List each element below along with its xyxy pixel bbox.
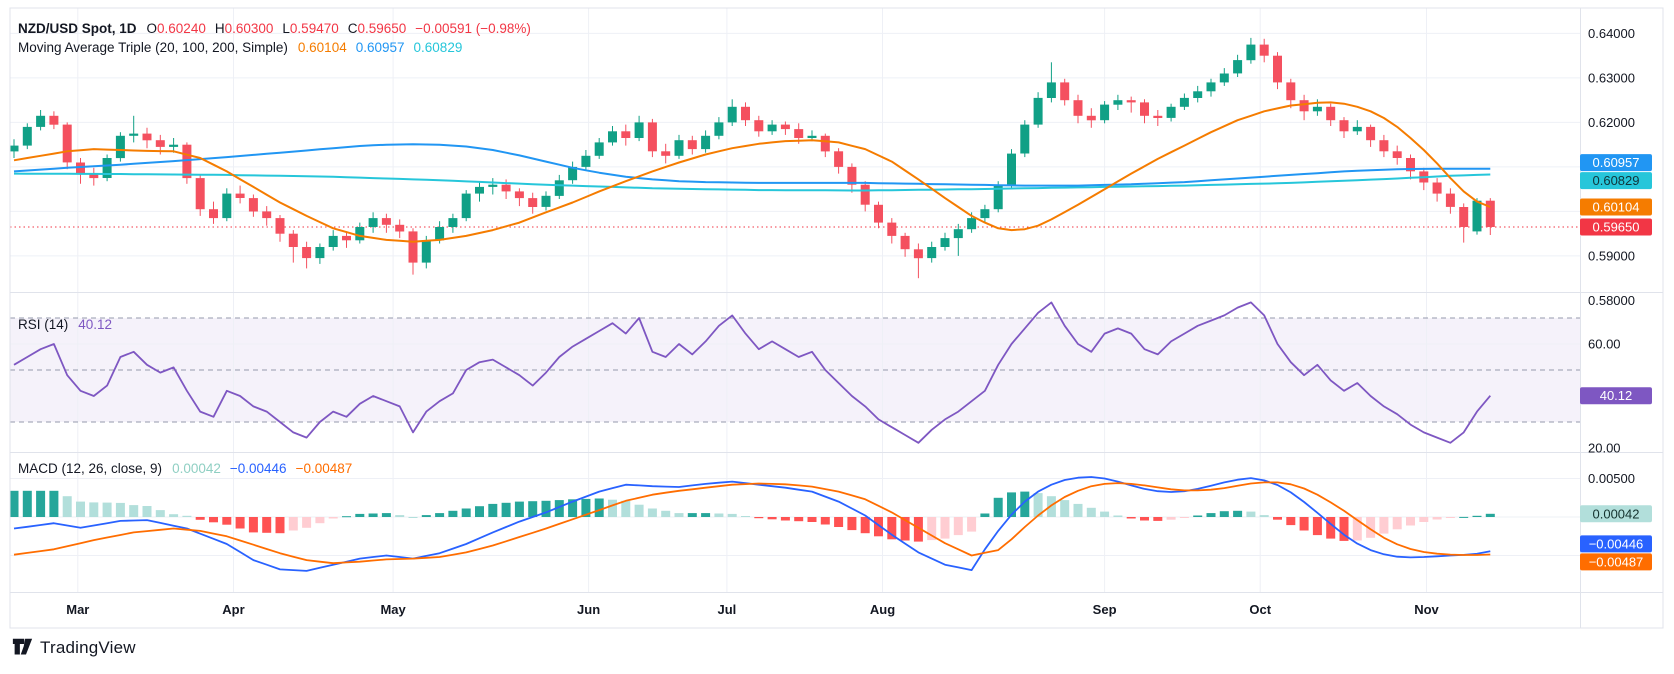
ma-line-20 [13, 101, 1491, 243]
svg-text:Nov: Nov [1414, 602, 1439, 617]
rsi-line [13, 301, 1491, 444]
rsi-levels [10, 317, 1580, 423]
macd-line [13, 476, 1491, 572]
svg-text:0.62000: 0.62000 [1588, 115, 1635, 130]
time-scale[interactable]: Mar Apr May Jun Jul Aug Sep Oct Nov [66, 602, 1439, 617]
ma20-value: 0.60104 [297, 40, 347, 55]
svg-text:Sep: Sep [1093, 602, 1117, 617]
macd-badges: 0.00042 −0.00446 −0.00487 [1580, 505, 1652, 571]
macd-signal-value: −0.00487 [295, 461, 353, 476]
svg-text:Mar: Mar [66, 602, 89, 617]
grid [10, 8, 1580, 592]
change-value: −0.00591 (−0.98%) [415, 21, 531, 36]
ohlc-low: L0.59470 [282, 21, 339, 36]
svg-text:0.63000: 0.63000 [1588, 70, 1635, 85]
svg-text:0.00042: 0.00042 [1593, 506, 1640, 521]
ma200-value: 0.60829 [413, 40, 463, 55]
macd-line-value: −0.00446 [229, 461, 287, 476]
svg-text:Apr: Apr [222, 602, 244, 617]
ma100-value: 0.60957 [355, 40, 405, 55]
ma-line-100 [13, 143, 1491, 187]
svg-text:0.60104: 0.60104 [1593, 200, 1640, 215]
svg-text:60.00: 60.00 [1588, 337, 1621, 352]
candles-series [9, 37, 1495, 279]
rsi-badge: 40.12 [1580, 387, 1652, 405]
rsi-value: 40.12 [78, 317, 113, 332]
svg-text:Jun: Jun [577, 602, 600, 617]
svg-text:0.58000: 0.58000 [1588, 293, 1635, 308]
macd-title: MACD (12, 26, close, 9) [18, 461, 163, 476]
macd-histogram [9, 490, 1495, 542]
macd-signal-line [13, 481, 1491, 565]
svg-text:0.60957: 0.60957 [1593, 155, 1640, 170]
svg-text:20.00: 20.00 [1588, 441, 1621, 456]
svg-text:−0.00446: −0.00446 [1589, 536, 1644, 551]
svg-text:40.12: 40.12 [1600, 388, 1633, 403]
svg-text:0.59000: 0.59000 [1588, 248, 1635, 263]
svg-text:0.60829: 0.60829 [1593, 173, 1640, 188]
tradingview-logo[interactable]: TradingView [12, 637, 136, 658]
price-badges: 0.60957 0.60829 0.60104 0.59650 [1580, 154, 1652, 236]
svg-text:Jul: Jul [718, 602, 737, 617]
svg-text:0.64000: 0.64000 [1588, 26, 1635, 41]
svg-text:0.00500: 0.00500 [1588, 471, 1635, 486]
svg-text:−0.00487: −0.00487 [1589, 554, 1644, 569]
ohlc-close: C0.59650 [347, 21, 407, 36]
ohlc-high: H0.60300 [214, 21, 274, 36]
pane-dividers [9, 7, 1664, 629]
ma-indicator-title: Moving Average Triple (20, 100, 200, Sim… [18, 40, 288, 55]
rsi-legend: RSI (14) 40.12 [18, 317, 121, 332]
tradingview-logo-icon [12, 637, 33, 658]
svg-text:Aug: Aug [870, 602, 895, 617]
rsi-title: RSI (14) [18, 317, 69, 332]
macd-hist-value: 0.00042 [172, 461, 221, 476]
svg-text:0.59650: 0.59650 [1593, 220, 1640, 235]
svg-text:May: May [380, 602, 406, 617]
symbol-legend: NZD/USD Spot, 1D O0.60240 H0.60300 L0.59… [18, 21, 540, 55]
tradingview-logo-text: TradingView [40, 637, 136, 657]
ma-line-200 [13, 172, 1491, 192]
price-scale-labels: 0.64000 0.63000 0.62000 0.59000 0.58000 60.00… [1588, 26, 1635, 486]
symbol-title: NZD/USD Spot, 1D [18, 21, 137, 36]
svg-text:Oct: Oct [1249, 602, 1271, 617]
ohlc-open: O0.60240 [146, 21, 206, 36]
macd-legend: MACD (12, 26, close, 9) 0.00042 −0.00446… [18, 461, 361, 476]
